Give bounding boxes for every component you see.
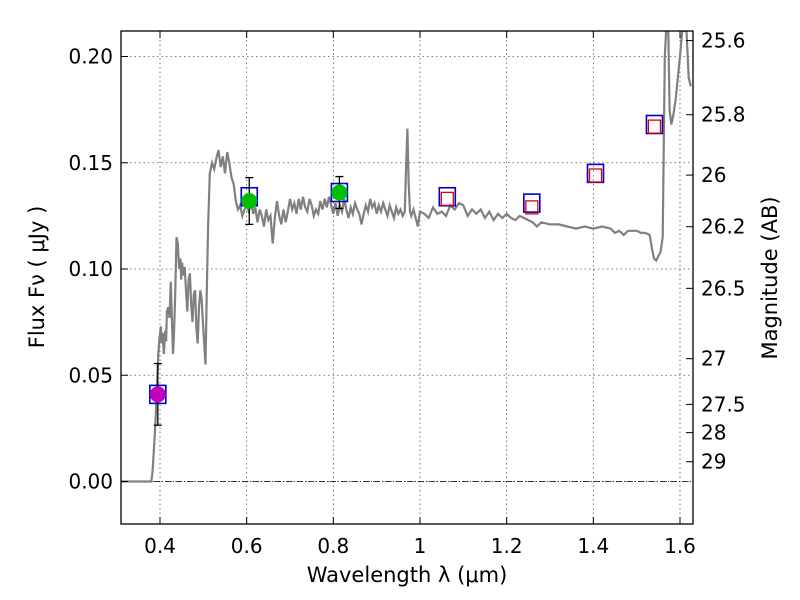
upper-limit-square [647,119,662,134]
y-tick-label: 0.05 [68,363,113,387]
upper-limit-square [588,168,603,183]
right-tick-label: 27 [701,347,726,371]
x-axis-label: Wavelength λ (μm) [307,563,508,587]
right-tick-label: 28 [701,421,726,445]
y-tick-label: 0.00 [68,470,113,494]
right-tick-label: 26.2 [701,215,746,239]
y-tick-label: 0.15 [68,151,113,175]
x-tick-label: 0.6 [231,534,263,558]
upper-limit-square [440,191,454,207]
x-tick-label: 1.2 [491,534,523,558]
right-tick-label: 26.5 [701,276,746,300]
model-magnitude-square [522,193,541,213]
plot-frame [120,30,694,525]
y-tick-label: 0.20 [68,45,113,69]
axis-ticks: 0.4 0.6 0.8 1 1.2 1.4 1.6 0.00 0.05 0.10 0.15 0.20 2… [68,29,745,558]
right-tick-label: 29 [701,450,726,474]
observed-point [331,184,348,201]
right-tick-label: 25.6 [701,29,746,53]
x-tick-label: 0.4 [144,534,176,558]
model-sed-line [121,31,692,483]
x-tick-label: 0.8 [317,534,349,558]
right-tick-label: 26 [701,163,726,187]
observed-point [149,386,166,403]
right-tick-label: 25.8 [701,103,746,127]
observed-point [241,193,258,209]
right-axis-label: Magnitude (AB) [758,196,782,359]
x-tick-label: 1 [414,534,427,558]
x-tick-label: 1.4 [577,534,609,558]
photometry-marks [149,114,664,426]
right-tick-label: 27.5 [701,392,746,416]
y-axis-label: Flux Fν ( μJy ) [25,206,49,349]
y-tick-label: 0.10 [68,257,113,281]
x-tick-label: 1.6 [664,534,696,558]
upper-limit-square [525,200,539,215]
